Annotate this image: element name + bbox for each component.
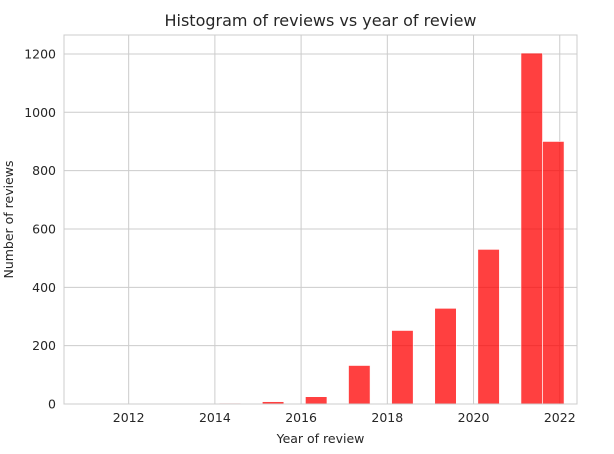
x-tick-label: 2020 <box>458 410 490 425</box>
x-tick-label: 2014 <box>199 410 231 425</box>
x-tick-label: 2012 <box>113 410 145 425</box>
x-axis-label: Year of review <box>276 431 365 446</box>
y-tick-label: 800 <box>32 163 56 178</box>
histogram-bar <box>434 308 457 405</box>
y-tick-label: 600 <box>32 221 56 236</box>
tick-labels: 2012 2014 2016 2018 2020 2022 0 200 400 600 800 100… <box>24 46 575 425</box>
x-tick-label: 2022 <box>544 410 576 425</box>
histogram-bar <box>348 365 371 405</box>
y-tick-label: 1200 <box>24 46 56 61</box>
plot-frame <box>63 34 578 405</box>
x-tick-label: 2016 <box>285 410 317 425</box>
x-tick-label: 2018 <box>371 410 403 425</box>
histogram-bar <box>391 330 414 405</box>
histogram-bar <box>305 396 328 405</box>
y-tick-label: 200 <box>32 338 56 353</box>
y-tick-label: 0 <box>48 397 56 412</box>
y-tick-label: 400 <box>32 280 56 295</box>
histogram-bar <box>477 249 500 405</box>
chart-title: Histogram of reviews vs year of review <box>164 11 476 30</box>
histogram-bar <box>542 141 565 405</box>
y-tick-label: 1000 <box>24 105 56 120</box>
histogram-bar <box>520 52 543 405</box>
grid-lines <box>64 35 577 405</box>
y-axis-label: Number of reviews <box>1 160 16 278</box>
